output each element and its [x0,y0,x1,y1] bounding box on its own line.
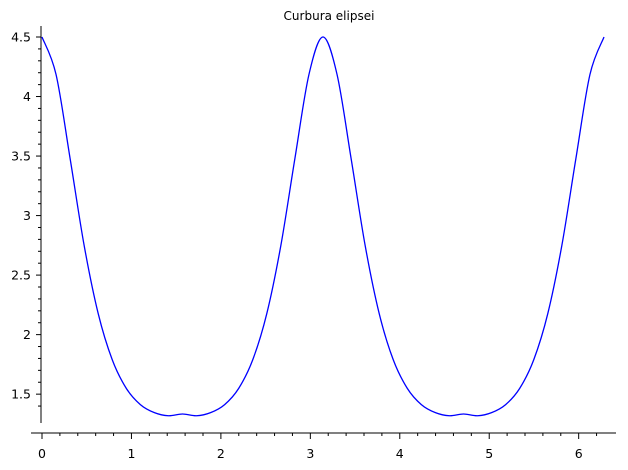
x-tick-label: 4 [396,446,404,461]
x-tick-label: 1 [127,446,135,461]
tick-labels: 0 1 2 3 4 5 6 1.5 2 2.5 3 3.5 4 4.5 [11,30,583,462]
y-tick-label: 3.5 [11,149,31,164]
series-layer [41,36,605,417]
y-tick-label: 2.5 [11,268,31,283]
y-tick-label: 2 [23,327,31,342]
x-tick-label: 0 [38,446,46,461]
x-tick-label: 5 [485,446,493,461]
y-tick-label: 3 [23,208,31,223]
curvature-series-line [41,36,605,417]
x-tick-label: 3 [306,446,314,461]
x-tick-label: 6 [575,446,583,461]
chart-title: Curbura elipsei [284,9,375,23]
x-tick-label: 2 [217,446,225,461]
axis-ticks [36,36,598,439]
y-tick-label: 4 [23,89,31,104]
y-tick-label: 1.5 [11,387,31,402]
y-tick-label: 4.5 [11,30,31,45]
